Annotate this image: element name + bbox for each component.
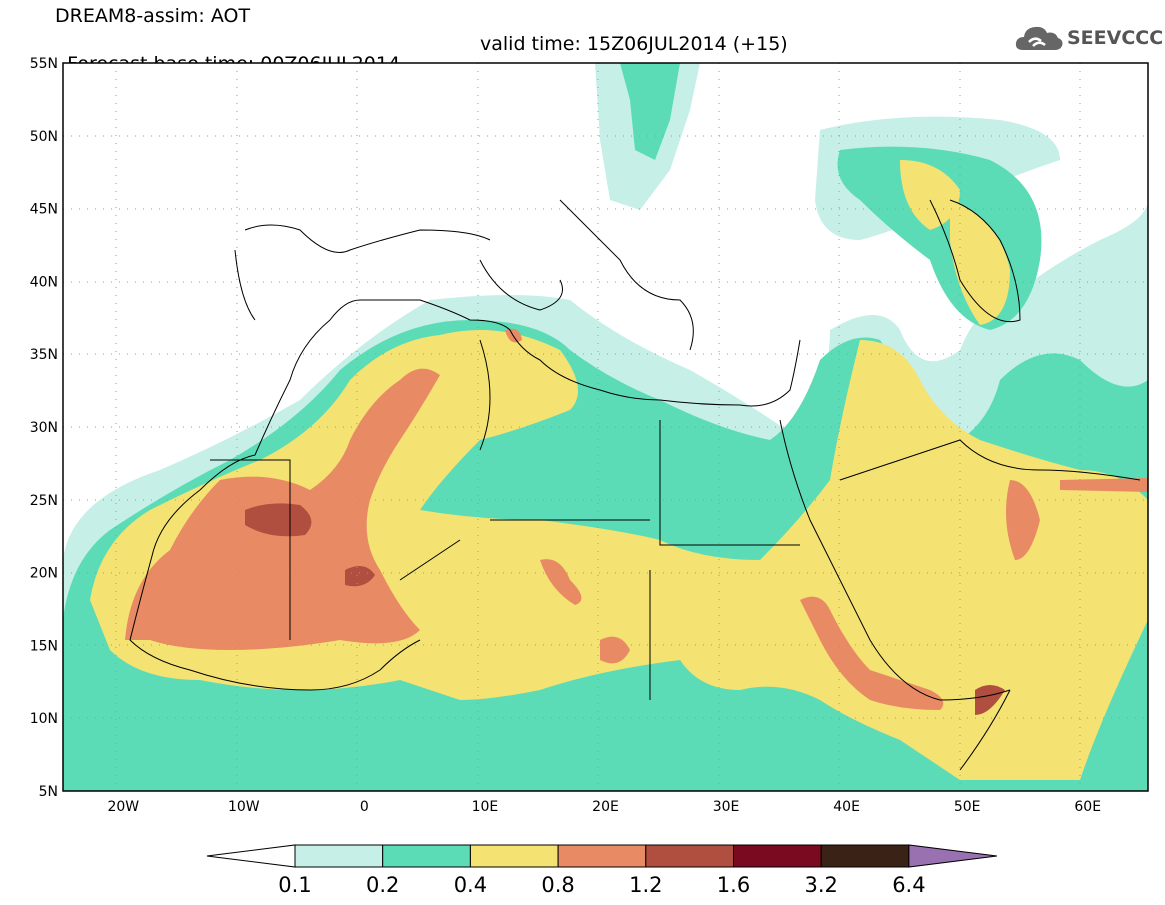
lon-label: 50E bbox=[954, 799, 981, 815]
lat-label: 35N bbox=[30, 347, 58, 363]
lat-label: 40N bbox=[30, 274, 58, 290]
lat-label: 50N bbox=[30, 129, 58, 145]
colorbar-under-triangle bbox=[206, 844, 296, 868]
lon-label: 20W bbox=[107, 799, 139, 815]
lat-label: 55N bbox=[30, 56, 58, 72]
lon-label: 30E bbox=[713, 799, 740, 815]
aot-level-12 bbox=[975, 685, 1005, 715]
lon-label: 40E bbox=[833, 799, 860, 815]
aot-level-04 bbox=[950, 200, 1010, 325]
aot-level-08 bbox=[1060, 478, 1148, 492]
colorbar-swatch bbox=[557, 844, 647, 868]
valid-time: valid time: 15Z06JUL2014 (+15) bbox=[480, 33, 788, 55]
map-title: DREAM8-assim: AOT bbox=[55, 5, 251, 27]
aot-field bbox=[63, 63, 1148, 791]
colorbar-label: 0.8 bbox=[541, 873, 574, 897]
lat-label: 15N bbox=[30, 638, 58, 654]
colorbar-label: 0.1 bbox=[278, 873, 311, 897]
lon-label: 20E bbox=[592, 799, 619, 815]
lat-label: 10N bbox=[30, 711, 58, 727]
colorbar-over-triangle bbox=[908, 844, 997, 868]
colorbar-swatch bbox=[645, 844, 734, 868]
colorbar-swatch bbox=[820, 844, 910, 868]
lat-label: 20N bbox=[30, 566, 58, 582]
lat-label: 25N bbox=[30, 493, 58, 509]
colorbar: 0.1 0.2 0.4 0.8 1.2 1.6 3.2 6.4 bbox=[206, 844, 997, 897]
aot-level-08 bbox=[540, 559, 582, 605]
lon-label: 10E bbox=[472, 799, 499, 815]
aot-level-02 bbox=[620, 63, 680, 160]
lon-label: 60E bbox=[1074, 799, 1101, 815]
graticule bbox=[63, 63, 1148, 791]
colorbar-swatch bbox=[294, 844, 384, 868]
seevccc-logo: SEEVCCC bbox=[1015, 22, 1163, 54]
cloud-icon bbox=[1015, 26, 1063, 50]
longitude-labels: 20W 10W 0 10E 20E 30E 40E 50E 60E bbox=[107, 799, 1101, 815]
colorbar-label: 0.4 bbox=[454, 873, 487, 897]
logo-text: SEEVCCC bbox=[1067, 27, 1164, 49]
colorbar-swatch bbox=[469, 844, 559, 868]
aot-level-08 bbox=[600, 636, 630, 664]
aot-level-12 bbox=[345, 566, 375, 587]
lon-label: 10W bbox=[228, 799, 260, 815]
lon-label: 0 bbox=[360, 799, 369, 815]
aot-level-04 bbox=[900, 160, 960, 230]
aot-level-12 bbox=[245, 503, 312, 537]
aot-level-08 bbox=[800, 596, 944, 710]
colorbar-swatch bbox=[382, 844, 471, 868]
lat-label: 30N bbox=[30, 420, 58, 436]
colorbar-label: 3.2 bbox=[804, 873, 837, 897]
colorbar-label: 1.2 bbox=[629, 873, 662, 897]
colorbar-swatch bbox=[733, 844, 822, 868]
lat-label: 45N bbox=[30, 202, 58, 218]
colorbar-label: 0.2 bbox=[366, 873, 399, 897]
colorbar-label: 6.4 bbox=[892, 873, 925, 897]
coastlines bbox=[129, 199, 1141, 771]
map-frame bbox=[62, 62, 1149, 792]
colorbar-label: 1.6 bbox=[717, 873, 750, 897]
latitude-labels: 55N 50N 45N 40N 35N 30N 25N 20N 15N 10N 5N bbox=[30, 56, 58, 800]
lat-label: 5N bbox=[39, 784, 58, 800]
